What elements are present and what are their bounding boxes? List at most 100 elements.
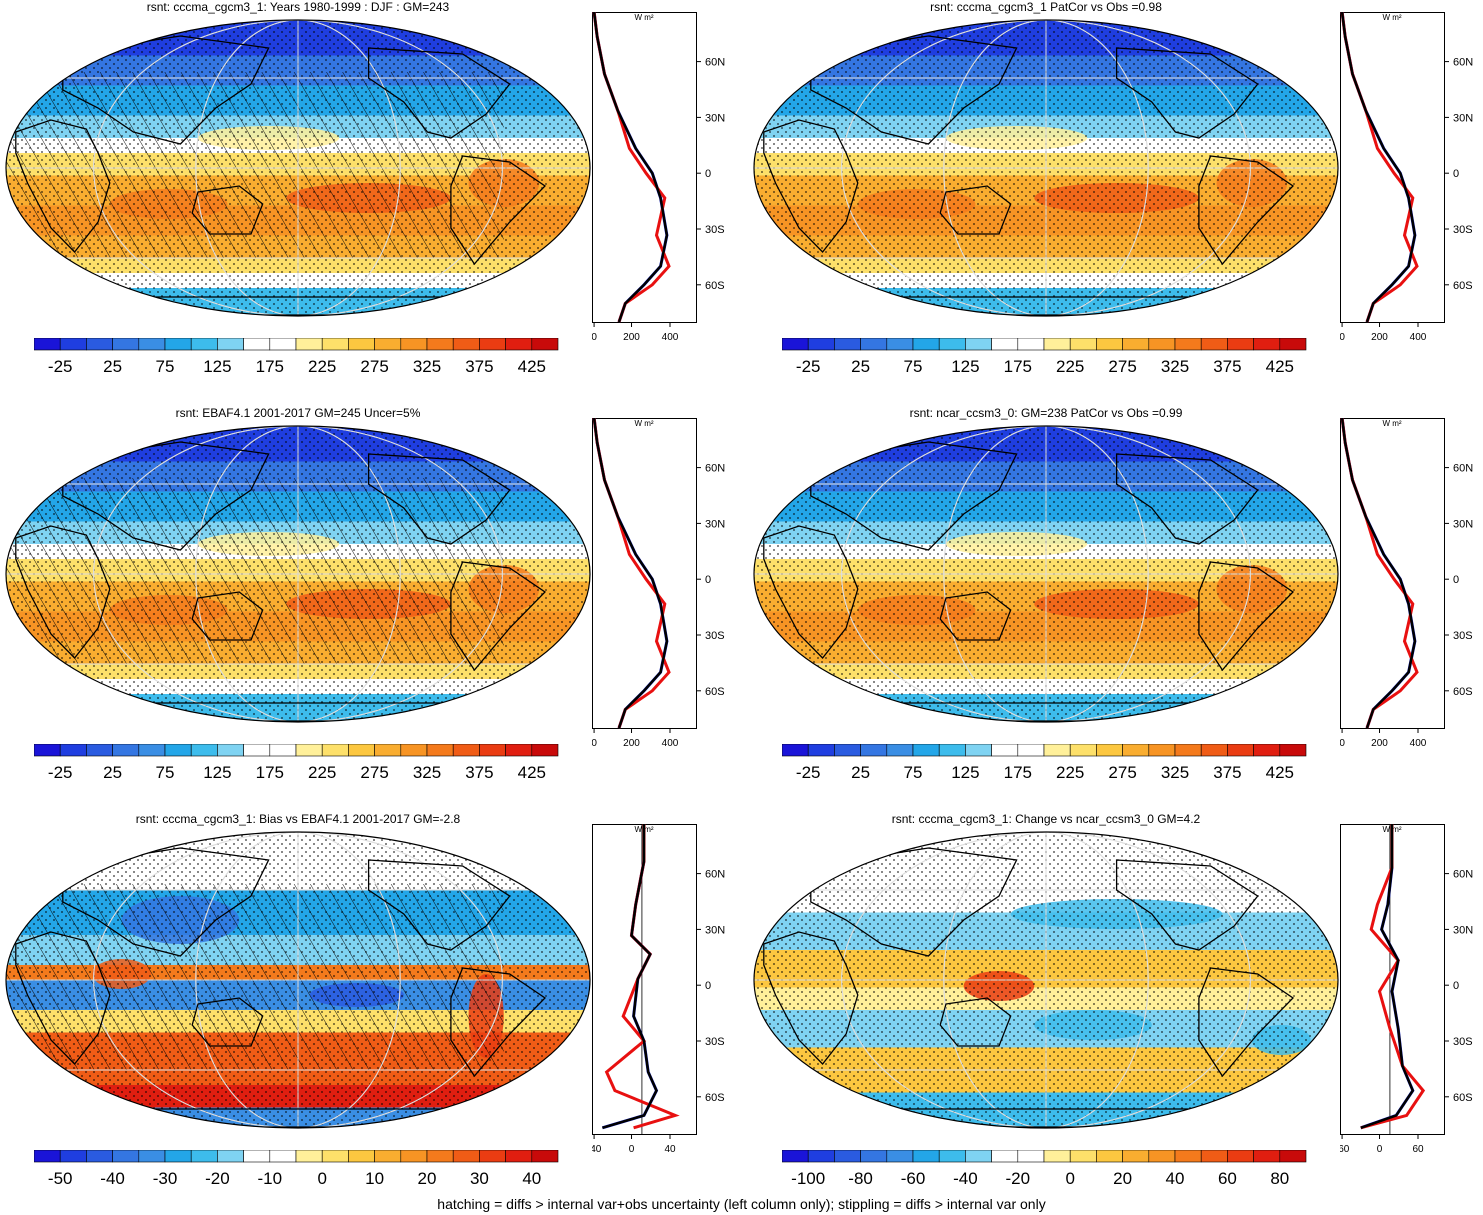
profile-x-tick: -40 — [592, 1144, 602, 1155]
lat-tick-label: 60N — [705, 57, 725, 69]
lat-tick-label: 0 — [705, 168, 711, 180]
colorbar-swatch — [860, 338, 888, 351]
colorbar-swatch — [426, 1150, 454, 1163]
lat-tick-label: 60N — [1453, 869, 1473, 881]
colorbar-swatch — [34, 744, 61, 757]
profile-line-obs — [592, 418, 669, 729]
colorbar-swatch — [1253, 338, 1281, 351]
colorbar-swatch — [190, 338, 218, 351]
map-title: rsnt: cccma_cgcm3_1: Years 1980-1999 : D… — [146, 0, 450, 14]
zonal-profile: W m² 60N 30N 0 30S 60S 0 200 400 — [592, 418, 725, 749]
zonal-profile: W m² 60N 30N 0 30S 60S 0 200 400 — [1340, 12, 1473, 343]
lat-tick-label: 60N — [1453, 57, 1473, 69]
colorbar-swatch — [295, 338, 323, 351]
profile-x-tick: 400 — [662, 332, 679, 343]
profile-line-obs — [602, 824, 658, 1129]
colorbar-swatch — [1148, 744, 1176, 757]
colorbar-swatch — [782, 744, 809, 757]
colorbar-swatch — [505, 744, 533, 757]
colorbar-label: 75 — [156, 763, 175, 782]
lat-tick-label: 30N — [705, 518, 725, 530]
colorbar-label: -40 — [100, 1169, 125, 1188]
map-plot — [753, 425, 1339, 723]
colorbar-label: 175 — [256, 357, 284, 376]
colorbar-swatch — [164, 1150, 192, 1163]
lat-tick-label: 30N — [1453, 112, 1473, 124]
map-title: rsnt: cccma_cgcm3_1: Change vs ncar_ccsm… — [891, 812, 1201, 826]
colorbar-swatch — [1200, 744, 1228, 757]
colorbar-label: 275 — [360, 763, 388, 782]
colorbar-label: 375 — [465, 763, 493, 782]
colorbar-label: 75 — [904, 357, 923, 376]
colorbar-swatch — [965, 338, 992, 351]
colorbar-swatch — [1148, 338, 1176, 351]
colorbar-label: 275 — [360, 357, 388, 376]
profile-x-tick: 0 — [1340, 738, 1345, 749]
colorbar-swatch — [400, 744, 428, 757]
colorbar-label: -20 — [1006, 1169, 1031, 1188]
lat-tick-label: 60N — [1453, 463, 1473, 475]
colorbar-label: 75 — [156, 357, 175, 376]
colorbar-swatch — [1069, 1150, 1097, 1163]
profile-line-obs — [1340, 418, 1417, 729]
colorbar-swatch — [1174, 744, 1202, 757]
colorbar-swatch — [321, 1150, 349, 1163]
colorbar-swatch — [426, 338, 454, 351]
colorbar-swatch — [217, 338, 244, 351]
colorbar-swatch — [807, 1150, 835, 1163]
colorbar-swatch — [912, 1150, 940, 1163]
lat-tick-label: 60S — [1453, 280, 1473, 292]
panel-model-mean: rsnt: cccma_cgcm3_1: Years 1980-1999 : D… — [0, 0, 735, 380]
profile-x-tick: 400 — [1410, 738, 1427, 749]
map-plot — [5, 831, 591, 1129]
panel-model-patcor: rsnt: cccma_cgcm3_1 PatCor vs Obs =0.98 W… — [748, 0, 1483, 380]
colorbar-swatch — [295, 744, 323, 757]
colorbar-swatch — [86, 1150, 113, 1163]
colorbar-swatch — [886, 338, 914, 351]
profile-x-tick: 40 — [664, 1144, 676, 1155]
colorbar-label: 0 — [317, 1169, 326, 1188]
colorbar-swatch — [138, 744, 166, 757]
colorbar-swatch — [321, 338, 349, 351]
profile-x-tick: -60 — [1340, 1144, 1350, 1155]
colorbar-swatch — [1017, 338, 1045, 351]
colorbar-label: -60 — [901, 1169, 926, 1188]
colorbar-label: 425 — [518, 763, 546, 782]
colorbar-swatch — [938, 1150, 966, 1163]
profile-x-tick: 200 — [623, 738, 640, 749]
colorbar-label: 125 — [203, 763, 231, 782]
colorbar-swatch — [807, 744, 835, 757]
colorbar-label: 275 — [1108, 357, 1136, 376]
colorbar-swatch — [1043, 338, 1071, 351]
colorbar-label: 225 — [308, 357, 336, 376]
colorbar-swatch — [1174, 338, 1202, 351]
colorbar-swatch — [1069, 338, 1097, 351]
colorbar-label: 175 — [1004, 357, 1032, 376]
colorbar-swatch — [34, 1150, 61, 1163]
colorbar-swatch — [348, 744, 375, 757]
colorbar-swatch — [834, 338, 861, 351]
map-plot — [753, 19, 1339, 317]
colorbar-label: 40 — [1166, 1169, 1185, 1188]
colorbar-swatch — [269, 338, 297, 351]
colorbar-label: 25 — [851, 763, 870, 782]
colorbar-swatch — [479, 1150, 506, 1163]
lat-tick-label: 60S — [705, 686, 725, 698]
colorbar-swatch — [886, 744, 914, 757]
profile-units: W m² — [1382, 419, 1401, 428]
profile-line-model — [1360, 824, 1426, 1130]
lat-tick-label: 60S — [705, 280, 725, 292]
colorbar-label: 25 — [103, 763, 122, 782]
colorbar-swatch — [1043, 1150, 1071, 1163]
colorbar-label: 325 — [1161, 763, 1189, 782]
colorbar-label: 375 — [1213, 357, 1241, 376]
colorbar-swatch — [782, 1150, 809, 1163]
colorbar-swatch — [1174, 1150, 1202, 1163]
lat-tick-label: 30S — [1453, 224, 1473, 236]
colorbar: -252575125175225275325375425475 — [782, 744, 1307, 782]
colorbar-label: 425 — [518, 357, 546, 376]
profile-x-tick: 0 — [1377, 1144, 1383, 1155]
colorbar-swatch — [112, 338, 140, 351]
colorbar-swatch — [807, 338, 835, 351]
colorbar-swatch — [1122, 1150, 1150, 1163]
